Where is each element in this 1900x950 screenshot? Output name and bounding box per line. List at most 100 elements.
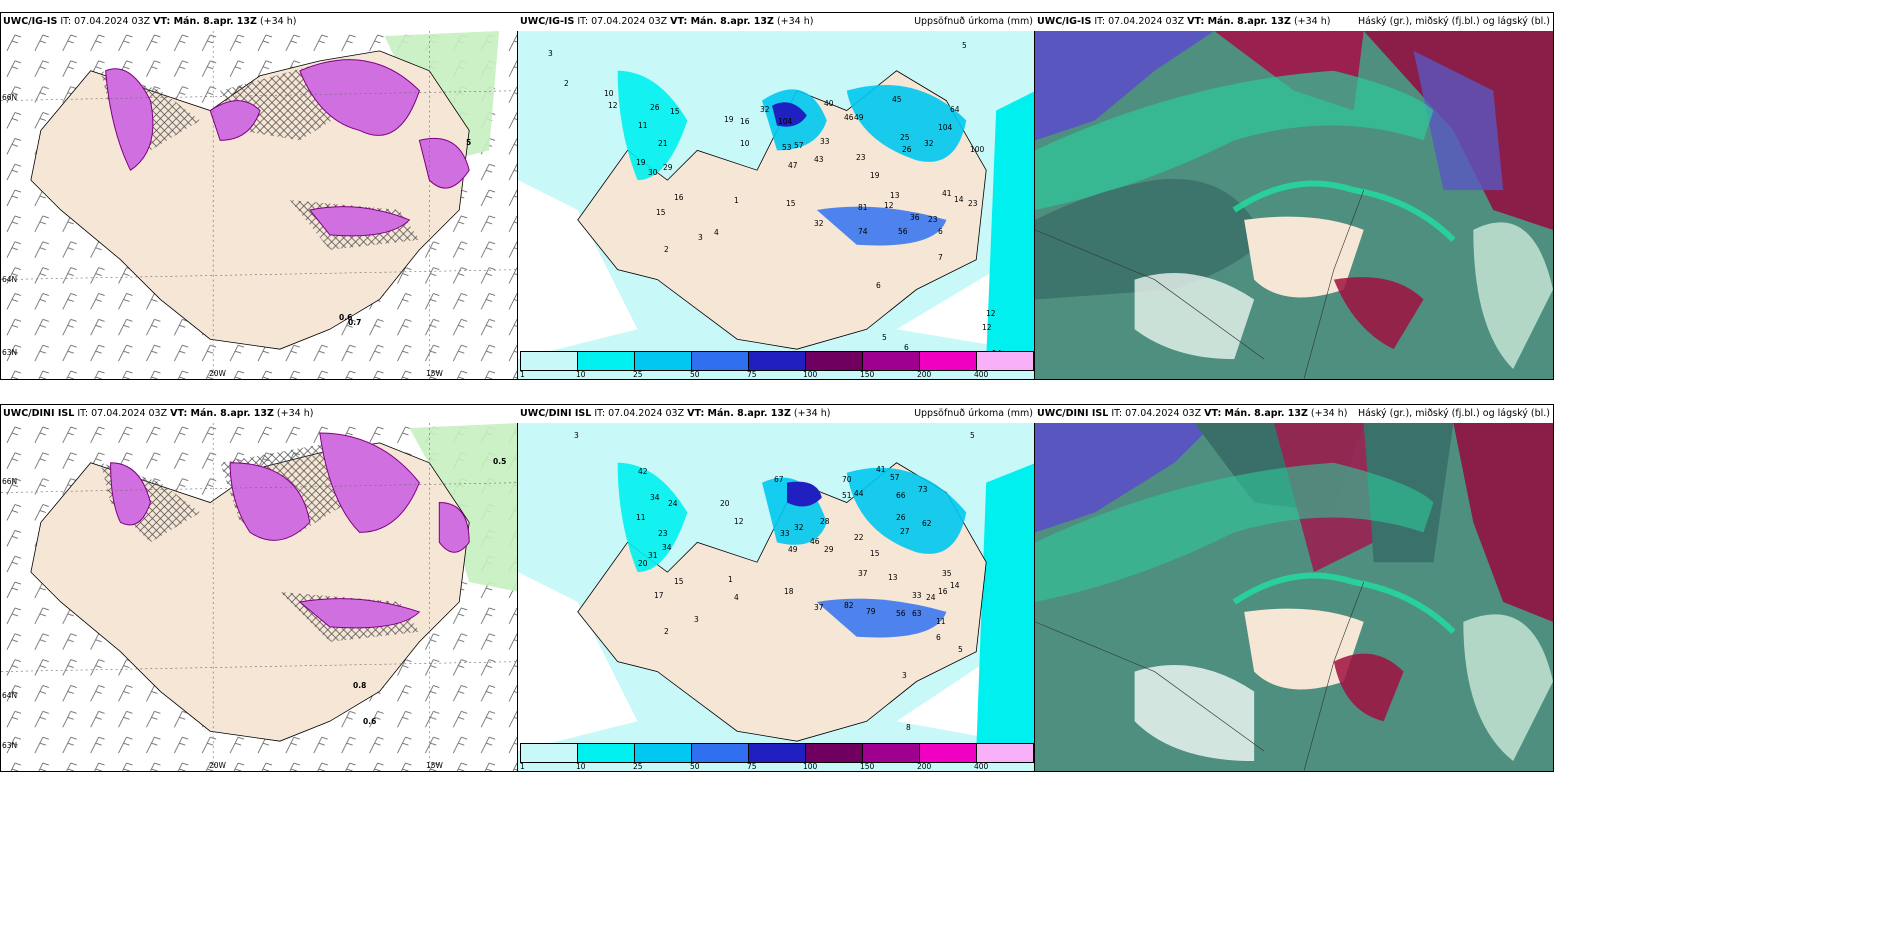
precip-value: 2 [664, 245, 669, 254]
map-precip-ig[interactable] [518, 31, 1036, 379]
precip-value: 34 [650, 493, 660, 502]
precip-value: 45 [892, 95, 902, 104]
init-time: IT: 07.04.2024 03Z [60, 16, 151, 27]
colorbar-segment [635, 744, 692, 762]
precip-value: 62 [922, 519, 932, 528]
colorbar-label: 1 [520, 370, 525, 379]
precip-value: 28 [820, 517, 830, 526]
lead-time: (+34 h) [276, 408, 314, 419]
precip-value: 18 [784, 587, 794, 596]
precip-value: 15 [870, 549, 880, 558]
colorbar-label: 75 [747, 370, 757, 379]
colorbar-label: 10 [576, 762, 586, 771]
precip-value: 37 [858, 569, 868, 578]
lat-label-66n: 66N [2, 93, 18, 102]
colorbar-label: 25 [633, 370, 643, 379]
precip-value: 57 [794, 141, 804, 150]
precip-value: 17 [654, 591, 664, 600]
init-time: IT: 07.04.2024 03Z [77, 408, 168, 419]
precip-value: 26 [650, 103, 660, 112]
precip-value: 24 [926, 593, 936, 602]
wind-label: 0.5 [493, 457, 507, 466]
precip-value: 14 [954, 195, 964, 204]
lon-label-20w: 20W [209, 369, 226, 378]
map-precip-dini[interactable] [518, 423, 1036, 771]
valid-time: VT: Mán. 8.apr. 13Z [153, 16, 257, 27]
precip-value: 16 [938, 587, 948, 596]
valid-time: VT: Mán. 8.apr. 13Z [670, 16, 774, 27]
precip-value: 6 [876, 281, 881, 290]
wind-label: 0.7 [348, 318, 362, 327]
colorbar-segment [521, 744, 578, 762]
colorbar-label: 1 [520, 762, 525, 771]
precip-value: 16 [674, 193, 684, 202]
precip-value: 74 [858, 227, 868, 236]
colorbar-label: 200 [917, 370, 932, 379]
precip-value: 64 [950, 105, 960, 114]
valid-time: VT: Mán. 8.apr. 13Z [170, 408, 274, 419]
colorbar-segment [635, 352, 692, 370]
precip-value: 12 [608, 101, 618, 110]
precip-colorbar [520, 351, 1034, 371]
field-title: Uppsöfnuð úrkoma (mm) [914, 408, 1033, 419]
panel-ig-clouds: UWC/IG-IS IT: 07.04.2024 03Z VT: Mán. 8.… [1034, 12, 1554, 380]
lead-time: (+34 h) [259, 16, 297, 27]
precip-value: 66 [896, 491, 906, 500]
precip-value: 23 [928, 215, 938, 224]
colorbar-label: 200 [917, 762, 932, 771]
precip-value: 24 [668, 499, 678, 508]
colorbar-segment [806, 744, 863, 762]
lon-label-20w: 20W [209, 761, 226, 770]
lat-label-64n: 64N [2, 275, 18, 284]
map-wind-dini[interactable] [1, 423, 519, 771]
colorbar-label: 10 [576, 370, 586, 379]
precip-value: 53 [782, 143, 792, 152]
precip-value: 12 [986, 309, 996, 318]
map-clouds-dini[interactable] [1035, 423, 1553, 771]
precip-value: 32 [924, 139, 934, 148]
panel-header: UWC/IG-IS IT: 07.04.2024 03Z VT: Mán. 8.… [1035, 13, 1553, 31]
colorbar-segment [692, 352, 749, 370]
lon-label-15w: 15W [426, 761, 443, 770]
map-wind-ig[interactable] [1, 31, 519, 379]
colorbar-label: 100 [803, 762, 818, 771]
precip-value: 46 [844, 113, 854, 122]
precip-value: 16 [740, 117, 750, 126]
precip-value: 4 [734, 593, 739, 602]
precip-value: 7 [938, 253, 943, 262]
precip-value: 63 [912, 609, 922, 618]
field-title: Háský (gr.), miðský (fj.bl.) og lágský (… [1357, 408, 1550, 419]
wind-label: 5 [466, 138, 472, 147]
field-title: Uppsöfnuð úrkoma (mm) [914, 16, 1033, 27]
precip-value: 104 [778, 117, 793, 126]
lead-time: (+34 h) [1310, 408, 1348, 419]
init-time: IT: 07.04.2024 03Z [577, 16, 668, 27]
colorbar-label: 150 [860, 370, 875, 379]
wind-label: 0.6 [363, 717, 377, 726]
precip-value: 40 [824, 99, 834, 108]
panel-header: UWC/IG-IS IT: 07.04.2024 03Z VT: Mán. 8.… [1, 13, 519, 31]
lead-time: (+34 h) [1293, 16, 1331, 27]
precip-value: 42 [638, 467, 648, 476]
precip-value: 32 [760, 105, 770, 114]
precip-value: 56 [896, 609, 906, 618]
precip-value: 1 [728, 575, 733, 584]
precip-value: 5 [962, 41, 967, 50]
colorbar-segment [977, 352, 1033, 370]
colorbar-segment [578, 352, 635, 370]
precip-value: 82 [844, 601, 854, 610]
precip-value: 30 [648, 168, 658, 177]
colorbar-label: 400 [974, 370, 989, 379]
precip-value: 73 [918, 485, 928, 494]
panel-header: UWC/IG-IS IT: 07.04.2024 03Z VT: Mán. 8.… [518, 13, 1036, 31]
valid-time: VT: Mán. 8.apr. 13Z [687, 408, 791, 419]
map-clouds-ig[interactable] [1035, 31, 1553, 379]
precip-value: 25 [900, 133, 910, 142]
model-name: UWC/DINI ISL [1037, 408, 1109, 419]
precip-value: 23 [658, 529, 668, 538]
precip-value: 49 [854, 113, 864, 122]
precip-value: 11 [636, 513, 646, 522]
precip-value: 2 [664, 627, 669, 636]
precip-value: 32 [794, 523, 804, 532]
colorbar-segment [863, 744, 920, 762]
